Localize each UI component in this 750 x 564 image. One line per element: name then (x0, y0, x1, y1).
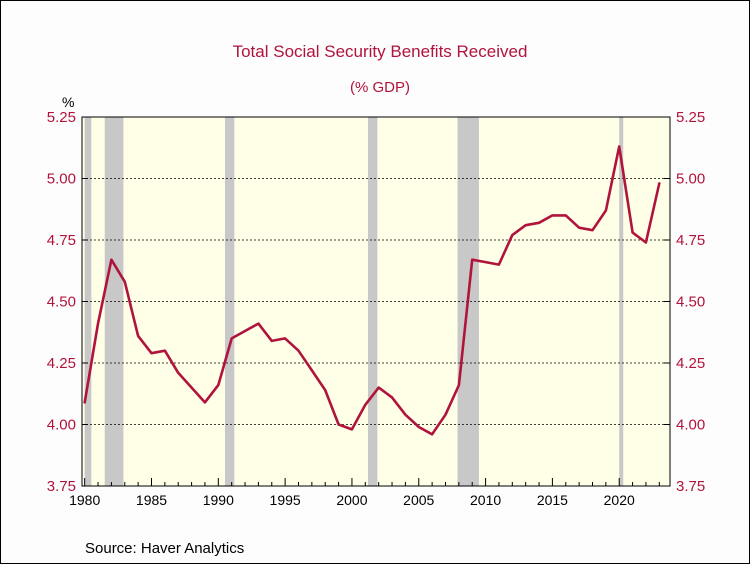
data-point (97, 322, 99, 325)
data-point (431, 433, 434, 436)
recession-band (84, 117, 92, 486)
data-point (564, 214, 567, 217)
x-tick-label: 2000 (336, 492, 367, 508)
data-point (417, 426, 420, 428)
data-point (444, 413, 447, 416)
y-tick-label-left: 4.00 (47, 417, 76, 434)
data-point (645, 241, 647, 244)
data-point (230, 337, 233, 340)
y-tick-label-left: 3.75 (47, 478, 76, 495)
data-point (364, 403, 367, 406)
data-point (137, 335, 140, 337)
x-tick-label: 2005 (403, 492, 434, 508)
data-point (471, 258, 474, 261)
data-point (391, 396, 393, 399)
y-tick-label-right: 5.00 (676, 171, 705, 188)
x-tick-label: 2015 (537, 492, 568, 508)
data-point (123, 280, 126, 283)
data-point (457, 384, 460, 387)
x-tick-label: 1995 (270, 492, 301, 508)
x-axis: 1980 1985 1990 1995 2000 2005 2010 2015 2020 (69, 478, 660, 508)
data-point (404, 413, 407, 416)
data-point (177, 371, 180, 374)
x-tick-label: 1985 (136, 492, 167, 508)
data-point (297, 349, 300, 352)
recession-band (224, 117, 235, 486)
data-point (524, 224, 527, 227)
data-point (163, 349, 166, 352)
data-point (257, 322, 260, 325)
y-tick-label-right: 4.00 (676, 417, 705, 434)
data-point (324, 389, 327, 391)
grid-lines (82, 178, 670, 425)
data-point (190, 386, 193, 389)
y-unit-label: % (62, 94, 74, 110)
x-tick-label: 1980 (69, 492, 100, 508)
data-point (83, 401, 86, 404)
series-line (83, 145, 661, 436)
source-note: Source: Haver Analytics (85, 540, 244, 557)
x-tick-label: 1990 (203, 492, 234, 508)
data-point (270, 339, 273, 342)
series-layer (83, 145, 661, 436)
x-tick-label: 2010 (470, 492, 501, 508)
chart-subtitle: (% GDP) (350, 79, 410, 96)
data-point (351, 428, 353, 431)
data-point (217, 384, 220, 387)
data-point (551, 214, 554, 217)
data-point (484, 261, 487, 264)
data-point (377, 386, 380, 389)
data-point (337, 423, 340, 426)
data-point (498, 263, 500, 266)
x-tick-label: 2020 (604, 492, 635, 508)
y-tick-label-right: 4.50 (676, 294, 705, 311)
recession-band (367, 117, 378, 486)
chart-title: Total Social Security Benefits Received (233, 42, 528, 61)
y-axis-right: 3.75 4.00 4.25 4.50 4.75 5.00 5.25 (664, 109, 705, 495)
y-tick-label-left: 5.25 (47, 109, 76, 126)
data-point (604, 209, 607, 212)
data-point (658, 182, 661, 185)
data-point (618, 145, 621, 148)
data-point (538, 221, 540, 224)
data-point (511, 234, 514, 236)
data-point (310, 369, 313, 372)
y-tick-label-right: 4.25 (676, 355, 705, 372)
recession-band (619, 117, 624, 486)
data-point (631, 231, 634, 234)
data-point (284, 337, 287, 340)
y-tick-label-left: 4.50 (47, 294, 76, 311)
data-point (150, 352, 153, 355)
y-tick-label-right: 4.75 (676, 232, 705, 249)
y-axis-left: 3.75 4.00 4.25 4.50 4.75 5.00 5.25 (47, 109, 88, 495)
y-tick-label-left: 4.25 (47, 355, 76, 372)
y-tick-label-left: 5.00 (47, 171, 76, 188)
data-point (591, 229, 594, 232)
y-tick-label-right: 3.75 (676, 478, 705, 495)
data-point (578, 226, 581, 229)
data-point (204, 401, 206, 404)
data-point (110, 258, 113, 261)
y-tick-label-right: 5.25 (676, 109, 705, 126)
data-point (244, 330, 246, 332)
y-tick-label-left: 4.75 (47, 232, 76, 249)
